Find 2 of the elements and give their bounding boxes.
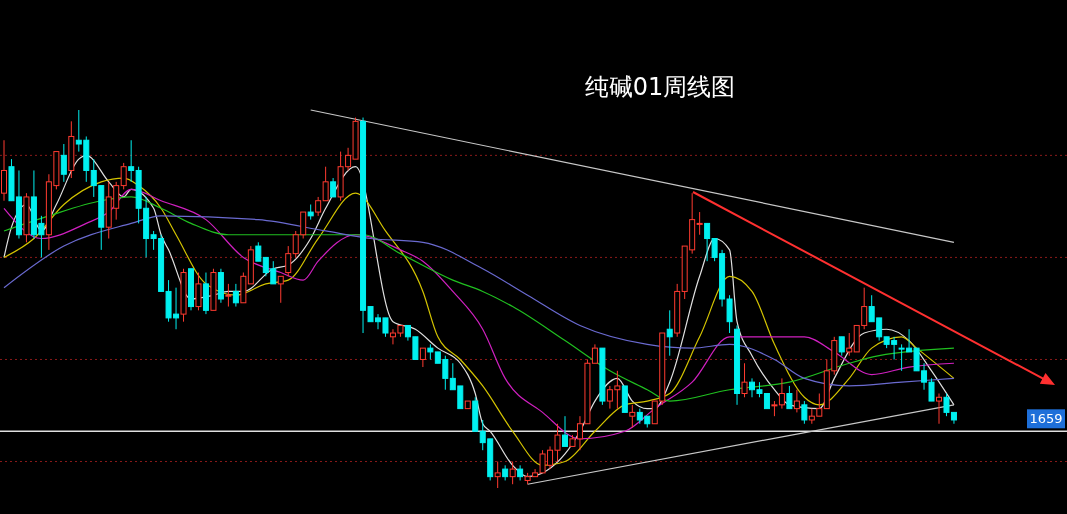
chart-title: 纯碱01周线图 <box>584 73 736 101</box>
text: 1659 <box>1029 411 1063 427</box>
